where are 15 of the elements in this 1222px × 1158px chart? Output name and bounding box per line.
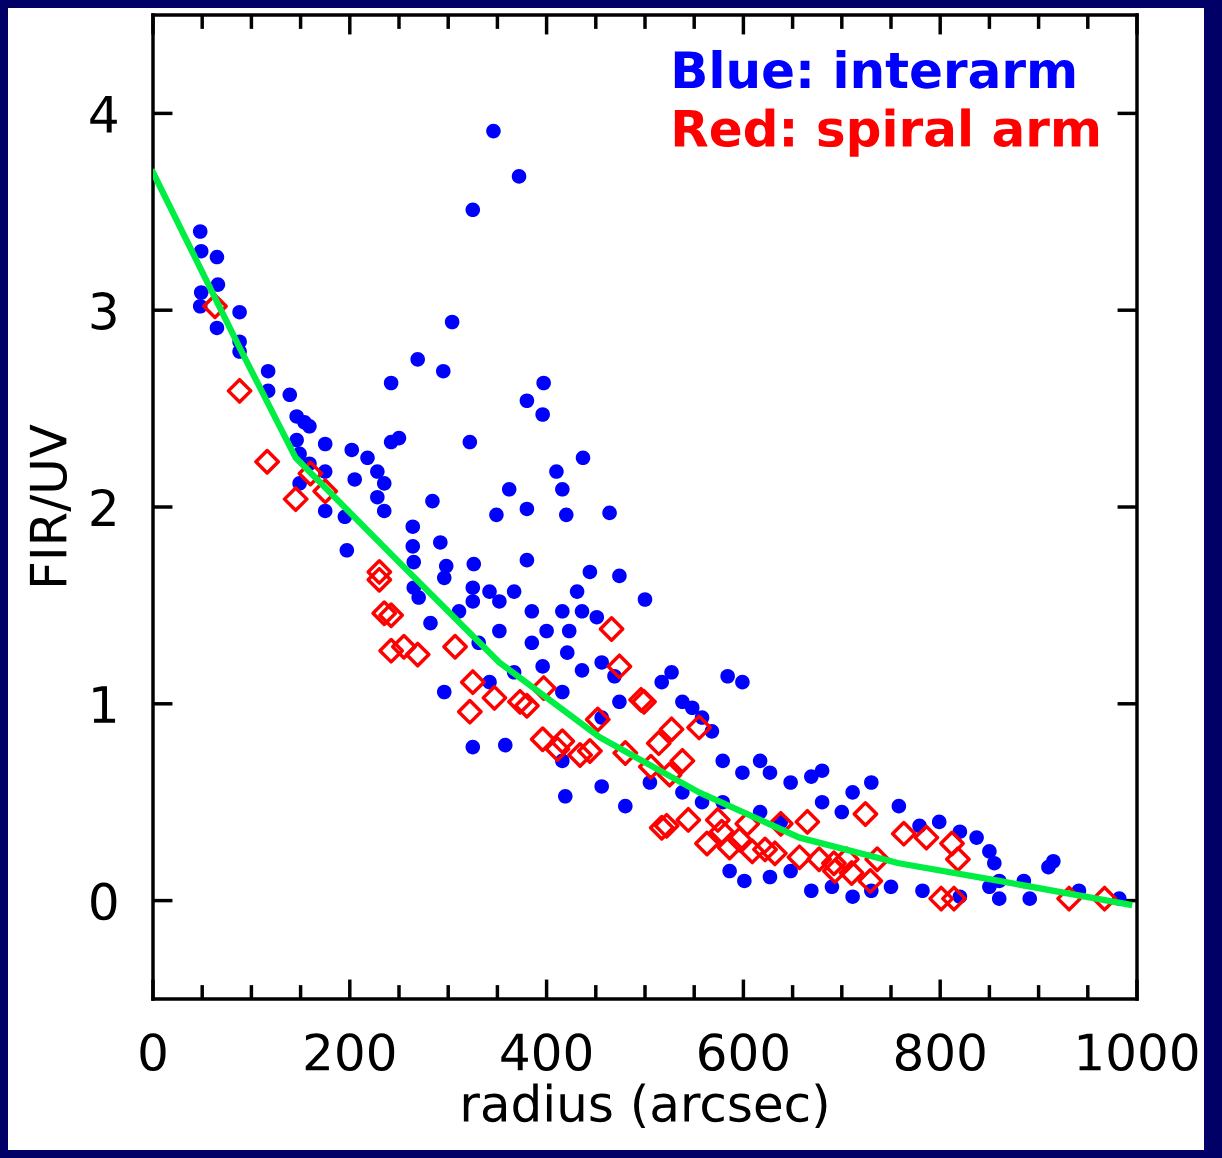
y-tick-label: 2 <box>91 488 115 526</box>
x-tick-label: 0 <box>140 1033 166 1072</box>
y-tick-label: 3 <box>91 292 116 330</box>
x-tick-label: 600 <box>699 1033 788 1072</box>
y-axis-title: FIR/UV <box>29 424 71 586</box>
y-tick-label: 4 <box>90 95 117 133</box>
x-axis-title: radius (arcsec) <box>463 1083 827 1129</box>
x-tick-label: 400 <box>501 1033 591 1072</box>
y-tick-label: 1 <box>93 686 116 723</box>
y-tick-label: 0 <box>91 882 117 921</box>
x-tick-label: 1000 <box>1078 1033 1198 1072</box>
text: Red: spiral arm <box>674 108 1099 157</box>
text: Blue: interarm <box>674 50 1075 89</box>
x-tick-label: 800 <box>895 1033 985 1072</box>
x-tick-label: 200 <box>305 1033 395 1072</box>
